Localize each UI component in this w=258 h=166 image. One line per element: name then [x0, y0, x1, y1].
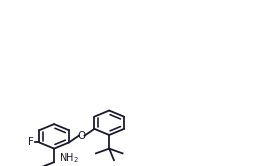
Text: F: F	[28, 137, 34, 147]
Text: NH$_2$: NH$_2$	[59, 151, 79, 165]
Text: O: O	[77, 131, 86, 141]
